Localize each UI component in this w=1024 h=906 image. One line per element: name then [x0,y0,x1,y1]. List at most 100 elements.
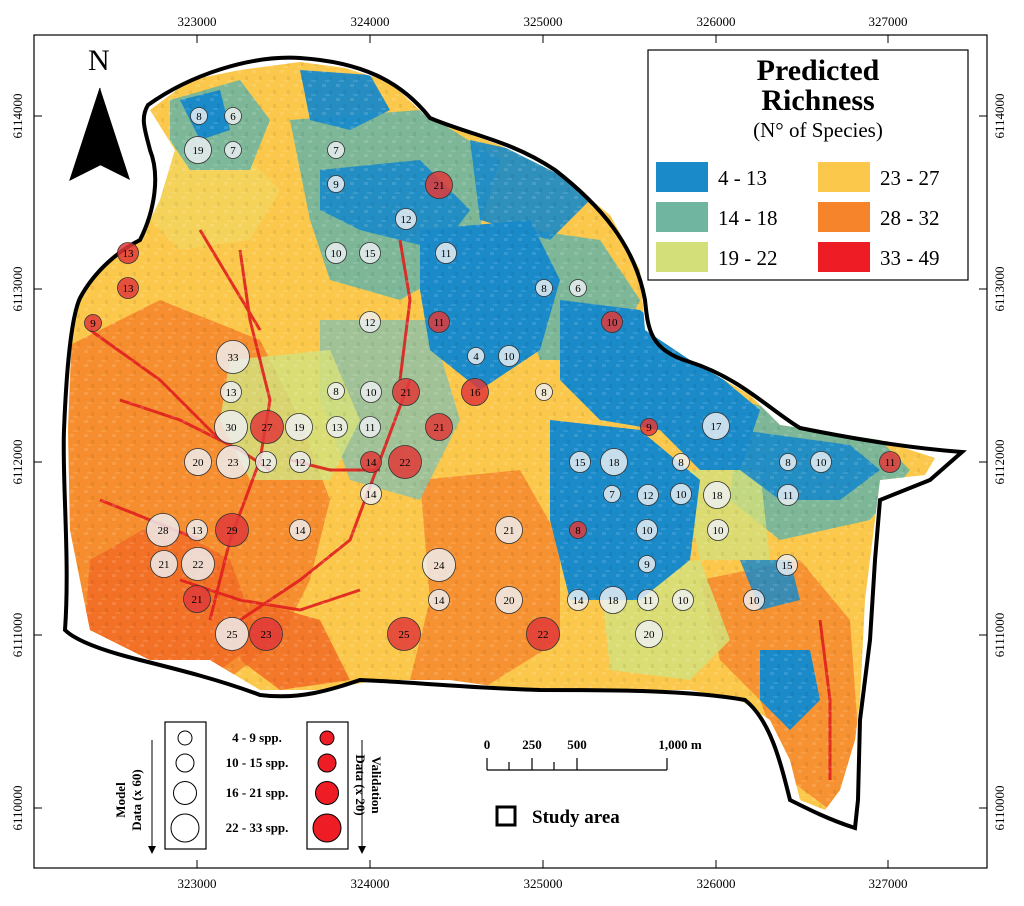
model-point-label: 24 [434,560,446,572]
model-point-circle [670,483,692,505]
model-point-label: 12 [295,457,306,469]
validation-point-label: 11 [434,317,445,329]
validation-point: 14 [360,451,382,473]
model-point: 10 [707,519,729,541]
legend-class-label: 33 - 49 [880,246,940,270]
model-point: 10 [498,345,520,367]
x-tick-top-label: 323000 [178,14,217,29]
model-point: 12 [637,484,659,506]
legend-class-label: 4 - 13 [718,166,767,190]
model-point-label: 14 [573,595,585,607]
model-point: 28 [146,513,180,547]
legend-swatch [818,162,870,192]
model-point: 7 [224,141,242,159]
model-point-label: 12 [261,457,272,469]
scale-label-0: 0 [484,737,491,752]
model-point-label: 14 [295,525,307,537]
model-point-circle [186,519,208,541]
model-point-label: 15 [575,457,587,469]
model-point-circle [467,347,485,365]
x-tick-bottom-label: 325000 [524,876,563,891]
validation-point-label: 8 [575,525,581,537]
size-class-label: 22 - 33 spp. [226,820,289,835]
validation-point-label: 13 [123,248,135,260]
model-point-label: 11 [783,490,794,502]
model-point-label: 20 [644,629,656,641]
model-point-label: 11 [441,248,452,260]
model-point-circle [289,451,311,473]
validation-point-label: 21 [401,387,412,399]
model-point-circle [326,416,348,438]
model-point: 11 [777,484,799,506]
model-point-circle [599,586,627,614]
validation-point-label: 27 [262,422,274,434]
scale-label-250: 250 [522,737,542,752]
model-point: 7 [603,485,621,503]
model-point-label: 12 [401,214,412,226]
model-point-circle [428,589,450,611]
model-point-label: 17 [711,421,723,433]
y-tick-left-label: 6112000 [10,439,25,484]
model-point-label: 8 [196,111,202,123]
model-point: 11 [435,242,457,264]
validation-label-line1: Validation [369,756,384,814]
study-area-key: Study area [495,805,620,828]
model-point-circle [776,554,798,576]
model-point-label: 8 [333,386,339,398]
validation-label-line2: Data (x 20) [353,754,368,815]
study-area-label: Study area [532,807,620,828]
model-point-circle [435,242,457,264]
model-point-circle [215,617,249,651]
model-point: 12 [289,451,311,473]
validation-point-label: 22 [400,457,411,469]
model-point-label: 13 [192,525,204,537]
x-tick-bottom-label: 327000 [869,876,908,891]
model-size-symbol [175,753,195,773]
validation-point-label: 23 [261,629,273,641]
legend-title-line2: Richness [761,84,874,117]
model-point-label: 10 [713,525,725,537]
model-point: 12 [359,311,381,333]
validation-point-circle [84,314,102,332]
model-point-circle [636,519,658,541]
model-point-circle [289,519,311,541]
model-point-label: 15 [782,560,794,572]
model-point: 10 [810,451,832,473]
model-point-label: 18 [712,490,724,502]
model-point: 13 [186,519,208,541]
model-point-label: 8 [785,457,791,469]
validation-point-label: 10 [607,317,619,329]
validation-point: 13 [117,242,139,264]
model-point: 23 [216,445,250,479]
model-point: 24 [422,548,456,582]
model-point-label: 14 [434,595,446,607]
model-point-label: 22 [193,559,204,571]
validation-point: 22 [526,617,560,651]
validation-point-label: 9 [90,318,96,330]
model-point-label: 9 [644,559,650,571]
model-point: 8 [535,279,553,297]
model-point-label: 19 [193,145,205,157]
model-point-label: 12 [643,490,654,502]
model-point: 9 [327,175,345,193]
model-point: 21 [150,550,178,578]
study-area-swatch [495,805,517,827]
model-point-circle [359,242,381,264]
model-point-circle [569,279,587,297]
legend-class-14-18: 14 - 18 [656,202,778,232]
model-point-label: 21 [504,525,515,537]
model-point-label: 6 [230,111,236,123]
model-point: 6 [224,107,242,125]
model-point: 8 [779,453,797,471]
legend-swatch [818,202,870,232]
validation-point-circle [250,410,284,444]
validation-point-circle [215,513,249,547]
validation-point-circle [387,617,421,651]
validation-point-circle [526,617,560,651]
validation-point: 10 [601,311,623,333]
model-point: 15 [569,451,591,473]
model-point: 20 [495,586,523,614]
model-point: 10 [325,242,347,264]
model-point-label: 10 [504,351,516,363]
